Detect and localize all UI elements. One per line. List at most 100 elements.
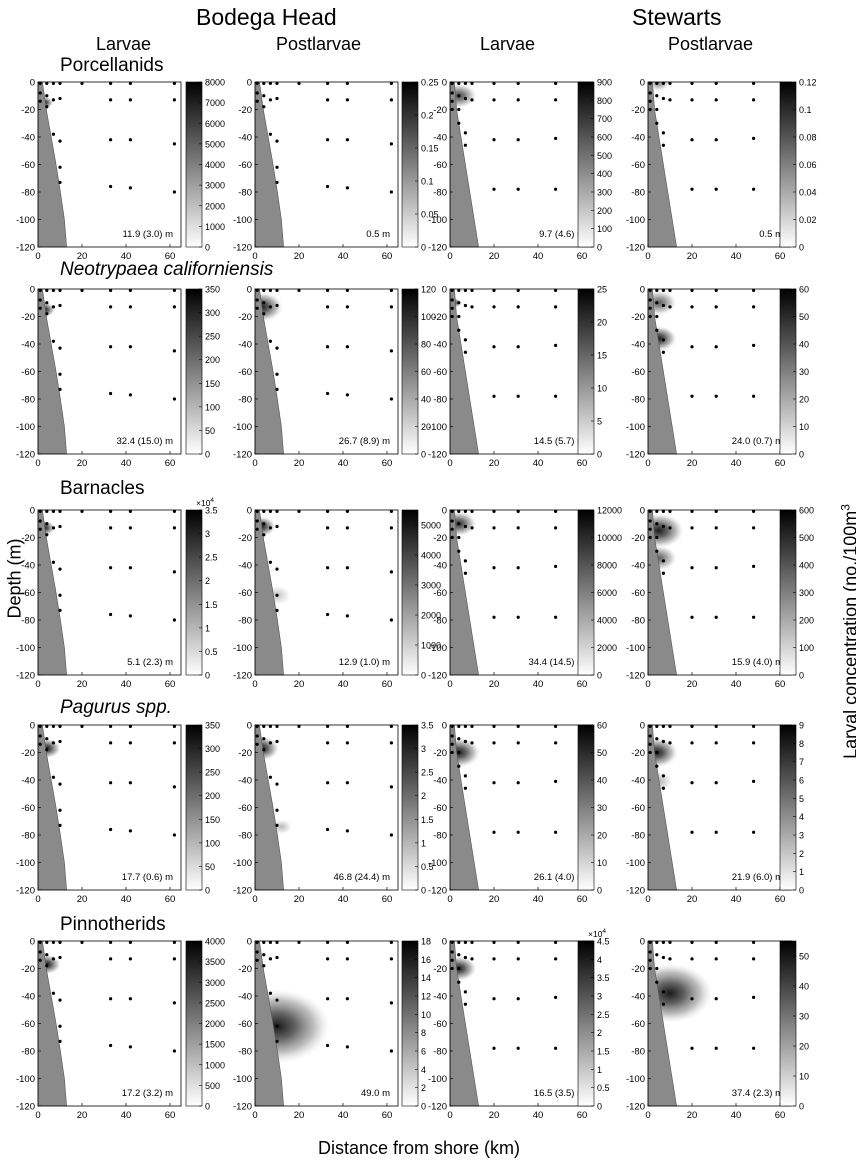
station-dot-r0c2-2-2 <box>463 131 467 135</box>
station-dot-r1c1-6-2 <box>345 345 349 349</box>
panel-r2c0: 0-20-40-60-80-100-1200 20 40 605.1 (2.3) m0… <box>16 497 218 690</box>
x-tick-label-r2c0-2: 40 <box>121 679 132 690</box>
station-dot-r0c3-0-1 <box>648 91 652 95</box>
colorbar-tick-label-r2c2-0: 0 <box>597 671 602 681</box>
colorbar-tick-label-r2c0-2: 1 <box>205 623 210 633</box>
x-tick-label-r0c2-1: 20 <box>489 251 500 262</box>
y-tick-label-r2c3-6: -120 <box>626 671 645 682</box>
station-dot-r1c2-4-3 <box>492 394 496 398</box>
station-dot-r2c1-0-1 <box>255 519 259 523</box>
colorbar-tick-label-r4c0-6: 3000 <box>205 978 225 988</box>
y-tick-label-r0c0-4: -80 <box>21 188 35 199</box>
station-dot-r4c0-6-3 <box>128 1045 132 1049</box>
colorbar-tick-label-r3c2-1: 10 <box>597 858 607 868</box>
x-tick-label-r2c2-3: 60 <box>577 679 588 690</box>
station-dot-r0c1-3-3 <box>275 165 279 169</box>
station-dot-r3c1-3-0 <box>275 724 279 728</box>
station-dot-r3c3-5-2 <box>714 781 718 785</box>
station-dot-r2c3-4-1 <box>690 526 694 530</box>
station-dot-r4c3-0-1 <box>648 950 652 954</box>
colorbar-tick-label-r4c3-3: 30 <box>799 1012 809 1022</box>
stage-title-bodega-postlarvae: Postlarvae <box>276 34 362 54</box>
station-dot-r4c1-0-0 <box>255 940 259 944</box>
station-dot-r3c3-0-0 <box>648 724 652 728</box>
colorbar-tick-label-r3c2-6: 60 <box>597 721 607 731</box>
station-dot-r2c0-6-2 <box>128 566 132 570</box>
colorbar-tick-label-r4c2-6: 3 <box>597 992 602 1002</box>
colorbar-tick-label-r0c3-4: 0.08 <box>799 133 817 143</box>
station-dot-r1c1-1-2 <box>262 312 266 316</box>
station-dot-r1c3-4-2 <box>690 345 694 349</box>
station-dot-r2c0-5-2 <box>109 566 113 570</box>
station-dot-r3c1-3-2 <box>275 782 279 786</box>
y-tick-label-r4c1-1: -20 <box>238 964 252 975</box>
station-dot-r4c1-3-1 <box>275 955 279 960</box>
colorbar-tick-label-r1c2-1: 5 <box>597 417 602 427</box>
station-dot-r3c2-0-0 <box>450 724 454 728</box>
station-dot-r4c3-2-0 <box>661 940 666 944</box>
station-dot-r1c0-7-2 <box>172 349 176 353</box>
y-tick-label-r0c2-3: -60 <box>433 160 447 171</box>
y-tick-label-r0c0-5: -100 <box>16 215 35 226</box>
colorbar-tick-label-r4c2-9: 4.5 <box>597 937 610 947</box>
y-tick-label-r0c3-1: -20 <box>631 105 645 116</box>
station-dot-r1c1-5-3 <box>326 391 330 396</box>
colorbar-tick-label-r4c3-5: 50 <box>799 952 809 962</box>
station-dot-r4c3-5-3 <box>714 1046 718 1050</box>
y-tick-label-r1c3-0: 0 <box>640 285 645 296</box>
station-dot-r3c1-7-0 <box>389 724 393 728</box>
station-dot-r1c3-1-2 <box>655 314 659 319</box>
y-tick-label-r1c3-2: -40 <box>631 340 645 351</box>
station-dot-r2c0-3-0 <box>58 509 62 513</box>
y-tick-label-r2c0-6: -120 <box>16 671 35 682</box>
station-dot-r2c3-1-1 <box>655 522 659 526</box>
station-dot-r4c1-2-1 <box>268 957 272 961</box>
station-dot-r3c1-1-1 <box>262 737 266 741</box>
x-tick-label-r4c3-2: 40 <box>731 1110 742 1121</box>
station-dot-r2c1-1-1 <box>262 522 266 526</box>
station-dot-r2c1-6-2 <box>345 566 349 570</box>
colorbar-tick-label-r2c0-4: 2 <box>205 576 210 586</box>
y-tick-label-r1c2-4: -80 <box>433 395 447 406</box>
station-dot-r0c3-5-2 <box>714 138 718 142</box>
station-dot-r3c0-3-4 <box>58 823 62 827</box>
station-dot-r4c0-3-1 <box>58 955 62 960</box>
station-dot-r2c0-2-0 <box>51 509 56 513</box>
station-dot-r0c3-6-0 <box>752 81 756 85</box>
station-dot-r1c0-5-0 <box>109 288 113 292</box>
station-dot-r3c1-1-2 <box>262 748 266 752</box>
blobs-r4c3 <box>648 963 713 1023</box>
station-dot-r0c0-3-4 <box>58 180 62 184</box>
x-tick-label-r2c1-2: 40 <box>338 679 349 690</box>
x-tick-label-r0c1-0: 0 <box>252 251 257 262</box>
y-tick-label-r2c0-2: -40 <box>21 561 35 572</box>
colorbar-tick-label-r1c0-1: 50 <box>205 426 215 436</box>
station-dot-r3c0-5-3 <box>109 827 113 832</box>
station-dot-r0c1-5-0 <box>326 81 330 85</box>
y-tick-label-r1c3-4: -80 <box>631 395 645 406</box>
station-dot-r0c1-3-4 <box>275 180 279 184</box>
colorbar-tick-label-r3c3-6: 6 <box>799 776 804 786</box>
colorbar-tick-label-r3c3-3: 3 <box>799 831 804 841</box>
station-dot-r4c2-5-2 <box>516 997 520 1001</box>
y-tick-label-r2c0-1: -20 <box>21 533 35 544</box>
y-tick-label-r2c0-3: -60 <box>21 588 35 599</box>
station-dot-r4c1-3-3 <box>275 1024 279 1028</box>
station-dot-r0c2-0-2 <box>450 99 454 103</box>
x-tick-label-r3c2-0: 0 <box>447 894 452 905</box>
x-tick-label-r2c0-0: 0 <box>35 679 40 690</box>
colorbar-tick-label-r3c3-1: 1 <box>799 867 804 877</box>
y-tick-label-r2c2-5: -100 <box>428 643 447 654</box>
station-dot-r2c0-7-0 <box>172 509 176 513</box>
station-dot-r3c3-4-2 <box>690 781 694 785</box>
colorbar-tick-label-r4c2-0: 0 <box>597 1102 602 1112</box>
station-dot-r3c1-3-1 <box>275 739 279 744</box>
station-dot-r1c1-4-0 <box>297 288 301 292</box>
station-dot-r4c3-0-2 <box>648 958 652 962</box>
station-dot-r1c0-3-3 <box>58 372 62 376</box>
colorbar-tick-label-r1c0-0: 0 <box>205 450 210 460</box>
station-dot-r4c0-3-0 <box>58 940 62 944</box>
station-dot-r0c3-5-1 <box>714 98 718 102</box>
y-tick-label-r3c1-3: -60 <box>238 803 252 814</box>
